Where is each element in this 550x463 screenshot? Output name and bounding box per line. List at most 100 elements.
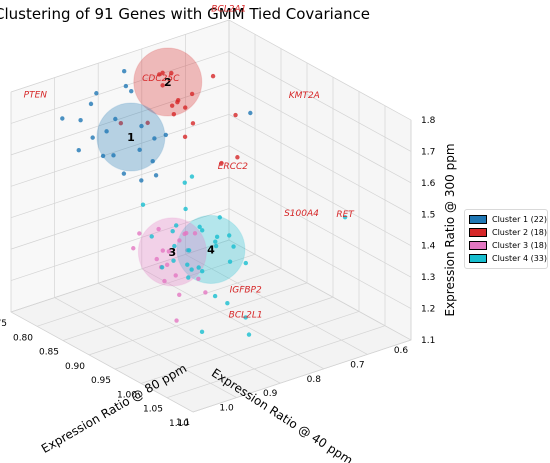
z-tick-label: 1.5: [421, 210, 435, 220]
data-point: [233, 112, 238, 118]
data-point: [166, 249, 172, 254]
data-point: [182, 180, 187, 185]
y-tick-label: 0.95: [91, 376, 111, 386]
data-point: [121, 171, 127, 176]
data-point: [227, 259, 233, 264]
x-tick-label: 1.1: [176, 418, 190, 428]
data-point: [159, 265, 165, 270]
grid-line-z-left: [10, 113, 230, 187]
legend-label-4: Cluster 4 (33): [492, 254, 547, 263]
legend-entry-cluster-1: Cluster 1 (22): [469, 213, 547, 226]
grid-lines: [10, 19, 412, 413]
points-front-layer: [60, 101, 252, 337]
x-tick-label: 1.0: [219, 404, 234, 414]
data-point: [60, 116, 65, 121]
z-tick-label: 1.1: [421, 336, 435, 346]
data-point: [156, 226, 161, 232]
grid-line-x-floor: [185, 254, 368, 355]
y-tick-label: 0.85: [39, 348, 59, 358]
data-point: [192, 231, 198, 236]
data-point: [131, 246, 136, 251]
data-point: [189, 174, 195, 179]
data-point: [150, 159, 155, 164]
data-point: [175, 100, 180, 105]
grid-line-z-right: [228, 176, 412, 278]
y-tick-label: 1.00: [117, 390, 137, 400]
data-point: [104, 129, 109, 134]
data-point: [231, 244, 236, 249]
data-point: [186, 248, 192, 253]
tick-labels: 0.6 0.7 0.8 0.9 1.0 1.1 0.75 0.80 0.85 0.90 0.95 1.…: [0, 116, 436, 429]
grid-line-y-floor: [62, 268, 282, 341]
data-point: [177, 292, 182, 298]
x-tick-label: 0.8: [307, 375, 322, 385]
data-point: [210, 73, 216, 79]
grid-line-z-right: [228, 239, 412, 341]
grid-line-x-floor: [54, 297, 237, 398]
legend-entry-cluster-4: Cluster 4 (33): [469, 252, 547, 265]
grid-line-z-left: [10, 176, 230, 250]
data-point: [171, 112, 177, 117]
data-point: [183, 206, 188, 212]
legend-label-3: Cluster 3 (18): [492, 241, 547, 250]
data-point: [157, 72, 162, 77]
data-point: [88, 101, 94, 107]
data-point: [199, 329, 205, 335]
data-point: [137, 147, 142, 153]
x-tick-label: 0.7: [350, 360, 364, 370]
grid-line-x-floor: [98, 282, 281, 384]
gene-label: RET: [336, 210, 355, 220]
chart-title: Clustering of 91 Genes with GMM Tied Cov…: [0, 5, 370, 23]
data-point: [118, 120, 124, 126]
data-point: [182, 134, 188, 140]
grid-line-z-right: [228, 51, 412, 152]
gene-label: KMT2A: [289, 91, 320, 101]
data-point: [174, 318, 179, 323]
data-point: [170, 229, 175, 234]
cluster-number-4: 4: [207, 243, 215, 256]
z-axis-label: Expression Ratio @ 300 ppm: [443, 143, 457, 316]
grid-line-y-floor: [88, 282, 308, 356]
cluster-number-3: 3: [169, 246, 177, 259]
data-point: [100, 153, 106, 159]
gene-label: PTEN: [24, 91, 48, 101]
data-point: [182, 231, 187, 237]
cluster-number-1: 1: [127, 131, 135, 144]
grid-line-x-floor: [141, 268, 324, 370]
legend-entry-cluster-2: Cluster 2 (18): [469, 226, 547, 239]
data-point: [189, 91, 195, 97]
axis-line-y: [10, 311, 194, 413]
data-point: [200, 269, 205, 274]
grid-line-z-right: [228, 208, 412, 309]
data-point: [197, 224, 202, 230]
data-point: [163, 132, 168, 138]
x-tick-label: 0.6: [394, 346, 409, 356]
gene-annotations: BCL2A1 PTEN CDC25C KMT2A ERCC2 S100A4 RET BCL2L…: [24, 4, 356, 320]
data-point: [94, 91, 99, 96]
data-point: [213, 239, 218, 244]
grid-line-z-left: [10, 19, 230, 93]
grid-line-y-floor: [140, 311, 360, 384]
data-point: [189, 267, 194, 272]
legend-label-1: Cluster 1 (22): [492, 215, 547, 224]
data-point: [169, 70, 174, 76]
data-point: [177, 238, 182, 243]
data-point: [200, 228, 205, 233]
data-point: [235, 155, 240, 160]
grid-line-z-left: [10, 145, 230, 219]
data-point: [149, 234, 154, 239]
legend-swatch-2: [469, 228, 487, 237]
z-tick-label: 1.3: [421, 273, 435, 283]
legend-swatch-4: [469, 254, 487, 263]
gene-label: S100A4: [284, 209, 319, 219]
data-point: [173, 273, 178, 278]
data-point: [190, 121, 196, 126]
z-tick-label: 1.2: [421, 305, 435, 315]
axis-panes: [10, 19, 412, 413]
data-point: [214, 234, 220, 240]
y-axis-label: Expression Ratio @ 80 ppm: [39, 361, 189, 456]
data-point: [160, 83, 165, 88]
data-point: [183, 105, 188, 110]
